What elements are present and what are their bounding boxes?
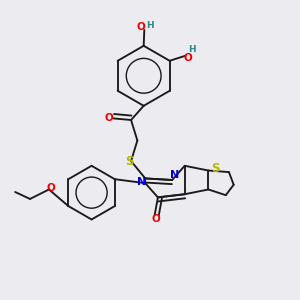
Text: N: N (170, 170, 179, 180)
Text: H: H (146, 21, 154, 30)
Text: S: S (125, 154, 134, 168)
Text: O: O (136, 22, 145, 32)
Text: O: O (151, 214, 160, 224)
Text: O: O (184, 52, 192, 63)
Text: H: H (189, 45, 196, 54)
Text: N: N (137, 177, 146, 187)
Text: O: O (46, 183, 55, 193)
Text: O: O (104, 113, 113, 123)
Text: S: S (211, 161, 220, 175)
